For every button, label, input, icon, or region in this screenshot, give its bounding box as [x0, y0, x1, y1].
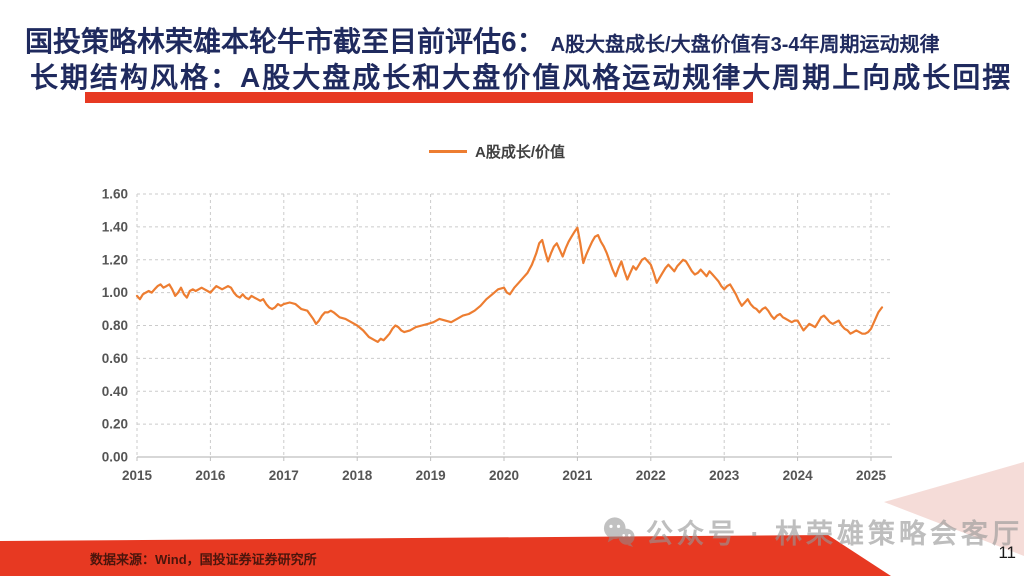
title-line-2: 长期结构风格：A股大盘成长和大盘价值风格运动规律大周期上向成长回摆 — [30, 62, 1013, 93]
x-axis-tick-label: 2018 — [342, 468, 373, 483]
y-axis-tick-label: 1.40 — [102, 219, 128, 234]
y-axis-tick-label: 0.60 — [102, 351, 128, 366]
chart-legend: A股成长/价值 — [0, 141, 1009, 162]
y-axis-tick-label: 1.20 — [102, 252, 128, 267]
y-axis-tick-label: 1.00 — [102, 285, 128, 300]
x-axis-tick-label: 2023 — [709, 468, 740, 483]
watermark-text: 公众号 · 林荣雄策略会客厅 — [646, 519, 1023, 549]
data-source-note: 数据来源：Wind，国投证券证券研究所 — [90, 552, 317, 567]
y-axis-tick-label: 1.60 — [102, 187, 128, 202]
x-axis-tick-label: 2021 — [562, 468, 593, 483]
legend-label: A股成长/价值 — [474, 144, 565, 161]
series-line-A股成长/价值 — [135, 226, 884, 343]
y-axis-tick-label: 0.00 — [102, 450, 128, 465]
title-line-1: 国投策略林荣雄本轮牛市截至目前评估6： A股大盘成长/大盘价值有3-4年周期运动… — [25, 20, 939, 60]
x-axis-tick-label: 2022 — [636, 468, 666, 483]
watermark: 公众号 · 林荣雄策略会客厅 — [602, 512, 1023, 551]
x-axis-tick-label: 2020 — [489, 468, 519, 483]
y-axis-tick-label: 0.80 — [102, 318, 128, 333]
y-axis-tick-label: 0.20 — [102, 417, 128, 432]
footer-red-band — [0, 535, 891, 576]
x-axis-tick-label: 2015 — [122, 468, 153, 483]
x-axis-tick-label: 2017 — [269, 468, 299, 483]
x-axis-tick-label: 2024 — [783, 468, 814, 483]
page-number: 11 — [998, 543, 1016, 562]
x-axis-tick-label: 2016 — [195, 468, 226, 483]
pink-accent-shape — [884, 462, 1024, 556]
legend-line-swatch — [428, 150, 467, 153]
title-annotation: A股大盘成长/大盘价值有3-4年周期运动规律 — [550, 34, 940, 56]
y-axis-tick-label: 0.40 — [102, 384, 128, 399]
x-axis-tick-label: 2019 — [416, 468, 446, 483]
title-underline — [85, 92, 753, 103]
wechat-icon — [603, 516, 635, 547]
page-title: 国投策略林荣雄本轮牛市截至目前评估6： — [25, 26, 545, 57]
x-axis-tick-label: 2025 — [856, 468, 887, 483]
